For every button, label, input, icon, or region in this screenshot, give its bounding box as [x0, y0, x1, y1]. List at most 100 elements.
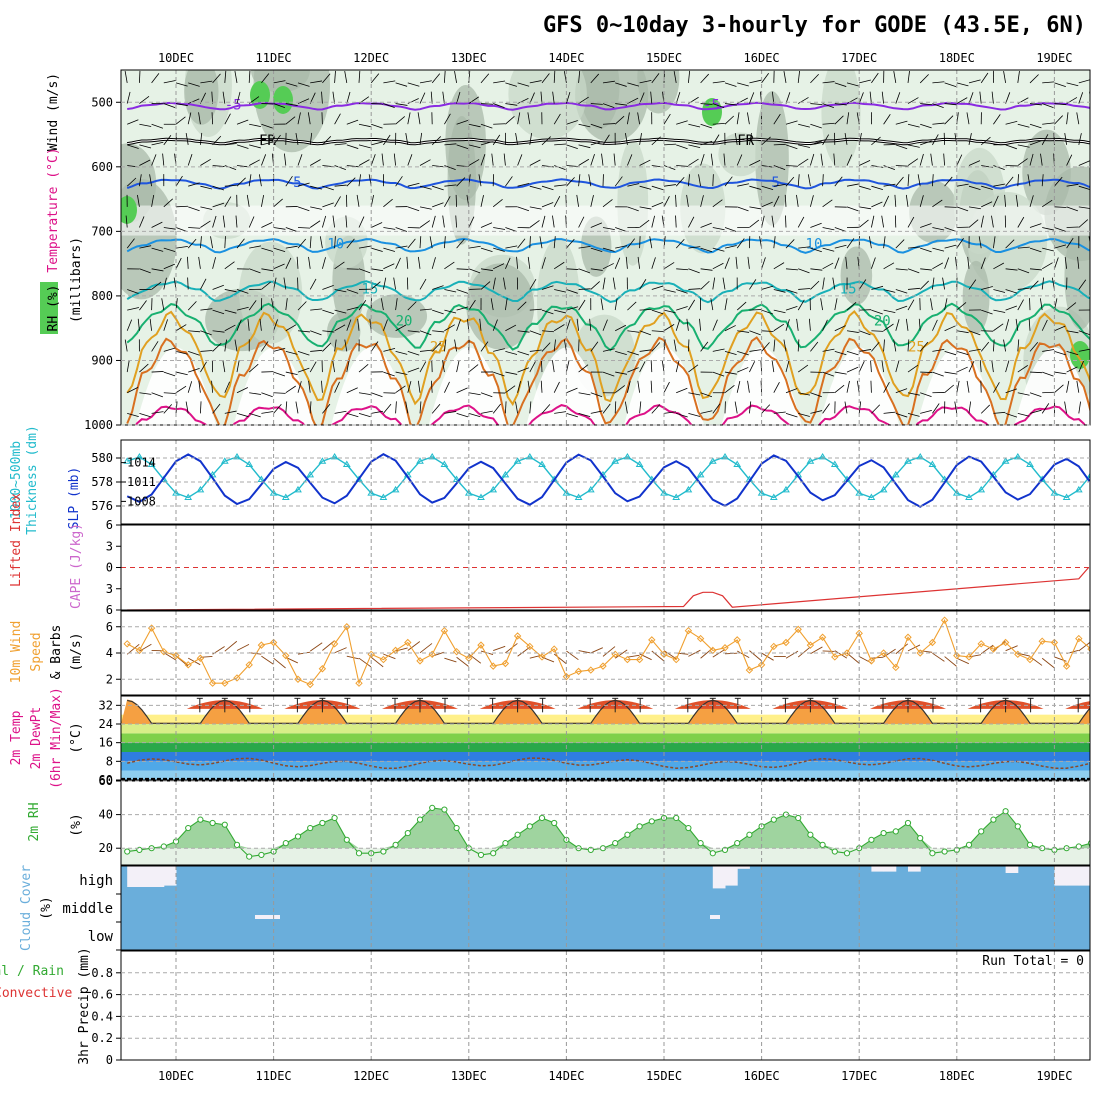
wind-barb — [1054, 257, 1059, 269]
wind-barb — [785, 92, 791, 104]
wind-barb — [493, 371, 505, 377]
wind-barb — [1091, 216, 1093, 228]
wind-barb — [846, 238, 855, 249]
wind-barb — [700, 103, 713, 105]
wind-barb — [344, 339, 348, 352]
wind-barb — [576, 194, 579, 207]
wind-speed-marker — [782, 638, 790, 647]
wind-barb — [749, 206, 762, 210]
wind-barb — [151, 154, 157, 166]
wind-barb — [224, 236, 226, 249]
wind-barb — [1066, 380, 1070, 393]
wind-barb — [956, 206, 969, 212]
wind-barb — [261, 341, 269, 352]
wind-barb — [309, 159, 321, 166]
wind-barb — [139, 216, 145, 228]
wind-barb — [688, 144, 701, 148]
wind-barb — [139, 174, 142, 187]
wind-barb — [1091, 342, 1098, 351]
wind-barb — [651, 73, 660, 84]
wind-barb — [907, 412, 920, 417]
wind-barb — [627, 112, 630, 125]
wind-barb — [566, 306, 579, 311]
wind-barb — [456, 177, 466, 187]
wind-barb — [553, 196, 561, 208]
wind-barb — [285, 298, 288, 311]
wind-barb — [747, 380, 750, 393]
wind-barb — [895, 120, 908, 125]
wind-barb — [432, 285, 444, 290]
cloud-mid-gap — [255, 915, 280, 919]
wind-barb — [406, 256, 409, 269]
wind-barb — [480, 123, 493, 129]
wind-barb — [1005, 413, 1018, 418]
wind-barb — [444, 411, 457, 414]
rh2m-marker — [1014, 823, 1021, 830]
wind-barb — [566, 91, 571, 104]
wind-barb — [456, 268, 469, 270]
wind-barb — [163, 103, 176, 108]
wind-barb — [151, 221, 163, 228]
wind-barb — [285, 324, 297, 332]
wind-barb — [371, 103, 384, 105]
wind-barb — [810, 195, 814, 207]
wind-barb — [932, 403, 940, 414]
wind-barb — [224, 324, 236, 332]
wind-barb — [1066, 302, 1077, 311]
wind-barb — [492, 277, 496, 290]
wind-barb — [932, 247, 945, 252]
y-tick-label: 700 — [91, 224, 113, 238]
wind-barb — [187, 381, 193, 393]
wind-barb — [444, 113, 451, 125]
wind-barb — [956, 154, 963, 166]
wind-barb — [224, 196, 232, 208]
wind-barb — [651, 201, 664, 208]
temperature-line — [127, 699, 1090, 724]
wind-barb — [993, 323, 1004, 332]
wind-barb — [505, 385, 516, 394]
wind-barb — [332, 91, 335, 104]
wind-barb — [200, 80, 213, 84]
wind-barb — [673, 71, 677, 83]
wind-barb — [676, 144, 688, 150]
wind-barb — [1029, 268, 1042, 271]
wind-barb — [893, 339, 897, 352]
thickness-marker — [464, 489, 473, 496]
wind-barb — [236, 360, 240, 373]
wind-barb — [627, 238, 635, 249]
top-date-label: 17DEC — [841, 51, 877, 65]
wind-barb — [431, 403, 441, 414]
wind-barb — [676, 289, 688, 294]
wind-barb — [663, 339, 666, 352]
wind-barb — [127, 412, 139, 417]
wind-barb — [309, 220, 321, 228]
wind-barb — [456, 360, 460, 373]
wind-barb — [663, 262, 675, 270]
wind-barb-10m — [785, 650, 799, 659]
wind-barb — [700, 268, 713, 271]
wind-barb — [980, 404, 990, 414]
wind-barb — [1054, 176, 1063, 187]
slp-ylabel-thickness-2: Thickness (dm) — [25, 425, 40, 535]
wind-barb — [285, 401, 288, 414]
wind-barb — [505, 176, 513, 187]
rh2m-marker — [331, 814, 338, 822]
wind-barb — [124, 71, 128, 83]
wind-barb — [663, 411, 676, 414]
wind-barb — [980, 72, 989, 84]
wind-barb — [371, 141, 383, 146]
wind-barb — [358, 123, 371, 128]
wind-barb — [407, 182, 420, 187]
wind-barb — [235, 215, 238, 228]
wind-barb — [700, 195, 704, 207]
wind-barb — [993, 236, 996, 249]
wind-barb — [822, 319, 828, 331]
wind-barb — [1029, 74, 1039, 84]
wind-barb — [920, 103, 933, 106]
wind-barb — [309, 236, 312, 249]
wind-barb — [444, 70, 446, 83]
wind-barb — [858, 361, 865, 373]
wind-barb — [492, 403, 501, 414]
wind-barb — [749, 219, 760, 228]
wind-barb — [321, 380, 323, 393]
